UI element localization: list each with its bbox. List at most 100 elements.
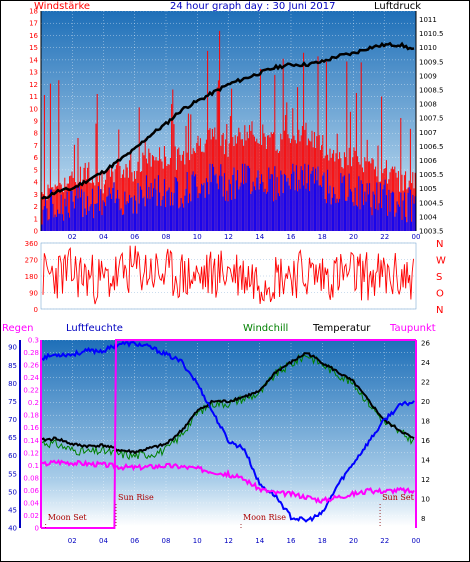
direction-letter: N bbox=[436, 305, 443, 316]
hour-label: 16 bbox=[287, 537, 296, 545]
wind-tick-label: 7 bbox=[34, 142, 38, 150]
wind-tick-label: 3 bbox=[34, 191, 38, 199]
rain-tick-label: 0.2 bbox=[28, 399, 39, 407]
temperature-label: Temperatur bbox=[312, 323, 371, 334]
hour-label: 20 bbox=[349, 233, 358, 241]
wind-tick-label: 11 bbox=[29, 93, 38, 101]
humidity-tick-label: 75 bbox=[8, 398, 17, 406]
rain-tick-label: 0.14 bbox=[23, 437, 39, 445]
rain-tick-label: 0.12 bbox=[23, 449, 39, 457]
hour-label: 18 bbox=[318, 537, 327, 545]
hour-label: 04 bbox=[99, 537, 108, 545]
wind-tick-label: 0 bbox=[34, 228, 38, 236]
hour-label: 14 bbox=[255, 233, 264, 241]
wind-tick-label: 2 bbox=[34, 203, 38, 211]
wind-tick-label: 4 bbox=[34, 179, 39, 187]
humidity-tick-label: 60 bbox=[8, 452, 17, 460]
chart-title: 24 hour graph day : 30 Juni 2017 bbox=[170, 1, 336, 12]
hour-label: 02 bbox=[68, 537, 77, 545]
hour-label: 12 bbox=[224, 537, 233, 545]
rain-tick-label: 0.02 bbox=[23, 512, 39, 520]
hour-label: 16 bbox=[287, 233, 296, 241]
pressure-line bbox=[41, 41, 415, 200]
pressure-tick-label: 1004.5 bbox=[419, 199, 444, 207]
temperature-tick-label: 14 bbox=[421, 456, 430, 464]
pressure-tick-label: 1010.5 bbox=[419, 30, 444, 38]
pressure-tick-label: 1008.5 bbox=[419, 86, 444, 94]
hour-label: 14 bbox=[255, 537, 264, 545]
pressure-tick-label: 1006.5 bbox=[419, 143, 444, 151]
hour-label: 20 bbox=[349, 537, 358, 545]
temperature-tick-label: 16 bbox=[421, 437, 430, 445]
hour-label: 08 bbox=[162, 233, 171, 241]
wind-tick-label: 9 bbox=[34, 118, 38, 126]
wind-tick-label: 12 bbox=[29, 81, 38, 89]
humidity-tick-label: 70 bbox=[8, 416, 17, 424]
humidity-tick-label: 65 bbox=[8, 434, 17, 442]
event-label: Sun Rise bbox=[118, 493, 154, 502]
astro-events: Moon Set Sun Rise Moon Rise Sun Set bbox=[45, 493, 415, 528]
direction-tick-label: 360 bbox=[25, 240, 38, 248]
hour-label: 12 bbox=[224, 233, 233, 241]
rain-tick-label: 0.26 bbox=[23, 362, 39, 370]
pressure-tick-labels: 1003.5 1004 1004.5 1005 1005.5 1006 1006.5 1007… bbox=[419, 16, 444, 236]
pressure-tick-label: 1010 bbox=[419, 44, 437, 52]
hour-label: 22 bbox=[380, 537, 389, 545]
wind-tick-label: 6 bbox=[34, 154, 39, 162]
temperature-tick-label: 20 bbox=[421, 398, 430, 406]
direction-tick-label: 180 bbox=[25, 273, 38, 281]
event-label: Sun Set bbox=[382, 493, 415, 502]
panel3-hour-labels: 02 04 06 08 10 12 14 16 18 20 22 00 bbox=[68, 537, 421, 545]
wind-series bbox=[41, 30, 416, 231]
rain-tick-label: 0.04 bbox=[23, 499, 39, 507]
temperature-tick-labels: 8 10 12 14 16 18 20 22 24 26 bbox=[421, 339, 430, 522]
wind-tick-label: 15 bbox=[29, 44, 38, 52]
humidity-line bbox=[41, 340, 415, 523]
pressure-tick-label: 1003.5 bbox=[419, 228, 444, 236]
event-label: Moon Set bbox=[48, 513, 88, 522]
rain-line bbox=[41, 339, 416, 529]
wind-tick-label: 18 bbox=[29, 8, 38, 16]
pressure-tick-label: 1008 bbox=[419, 101, 437, 109]
wind-tick-label: 5 bbox=[34, 166, 38, 174]
direction-series bbox=[42, 245, 414, 305]
wind-axis-label: Windstärke bbox=[34, 1, 90, 12]
hour-label: 00 bbox=[412, 537, 421, 545]
rain-tick-label: 0.06 bbox=[23, 487, 39, 495]
rain-tick-label: 0 bbox=[35, 525, 39, 533]
direction-tick-label: 90 bbox=[29, 290, 38, 298]
temperature-line bbox=[41, 352, 415, 455]
direction-letter: N bbox=[436, 239, 443, 250]
hour-label: 10 bbox=[193, 537, 202, 545]
rain-tick-label: 0.18 bbox=[23, 412, 39, 420]
hour-label: 04 bbox=[99, 233, 108, 241]
pressure-tick-label: 1009 bbox=[419, 72, 437, 80]
pressure-tick-label: 1005 bbox=[419, 185, 437, 193]
temperature-tick-label: 22 bbox=[421, 378, 430, 386]
dewpoint-label: Taupunkt bbox=[389, 323, 436, 334]
rain-tick-label: 0.16 bbox=[23, 424, 39, 432]
pressure-series bbox=[41, 41, 415, 200]
dewpoint-line bbox=[41, 459, 415, 504]
direction-tick-label: 0 bbox=[34, 306, 38, 314]
humidity-axis-label: Luftfeuchte bbox=[66, 323, 123, 334]
windchill-label: Windchill bbox=[243, 323, 288, 334]
hour-label: 06 bbox=[130, 537, 139, 545]
humidity-tick-labels: 40 45 50 55 60 65 70 75 80 85 90 bbox=[8, 344, 17, 533]
humidity-tick-label: 40 bbox=[8, 525, 17, 533]
direction-letter: W bbox=[436, 256, 446, 267]
direction-letter: S bbox=[436, 272, 442, 283]
wind-tick-label: 13 bbox=[29, 69, 38, 77]
rain-tick-label: 0.08 bbox=[23, 474, 39, 482]
climate-series bbox=[41, 339, 416, 529]
rain-tick-label: 0.1 bbox=[28, 462, 39, 470]
direction-tick-label: 270 bbox=[25, 257, 38, 265]
rain-tick-label: 0.28 bbox=[23, 349, 39, 357]
hour-label: 10 bbox=[193, 233, 202, 241]
humidity-tick-label: 55 bbox=[8, 470, 17, 478]
hour-label: 22 bbox=[380, 233, 389, 241]
rain-tick-labels: 0 0.02 0.04 0.06 0.08 0.1 0.12 0.14 0.16 0.18 0.2 0… bbox=[23, 337, 39, 533]
